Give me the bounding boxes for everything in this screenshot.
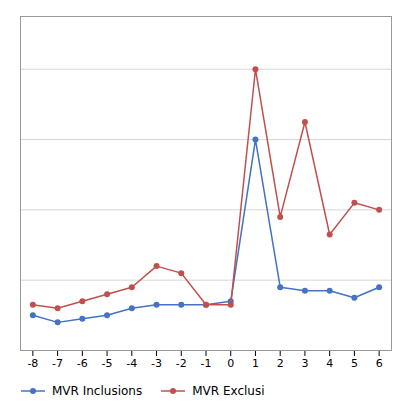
svg-text:1: 1 xyxy=(252,357,259,370)
html-text:MVR Exclusi: MVR Exclusi xyxy=(192,384,265,398)
svg-text:0: 0 xyxy=(227,357,234,370)
svg-text:-3: -3 xyxy=(151,357,162,370)
html-text:MVR Inclusions: MVR Inclusions xyxy=(52,384,143,398)
svg-text:-1: -1 xyxy=(201,357,212,370)
svg-text:-5: -5 xyxy=(102,357,113,370)
svg-text:-7: -7 xyxy=(52,357,63,370)
svg-text:5: 5 xyxy=(351,357,358,370)
svg-text:3: 3 xyxy=(301,357,308,370)
svg-text:-4: -4 xyxy=(126,357,137,370)
svg-text:6: 6 xyxy=(376,357,383,370)
svg-text:-6: -6 xyxy=(77,357,88,370)
svg-text:4: 4 xyxy=(326,357,333,370)
svg-text:-2: -2 xyxy=(176,357,187,370)
svg-text:2: 2 xyxy=(277,357,284,370)
svg-text:-8: -8 xyxy=(27,357,38,370)
